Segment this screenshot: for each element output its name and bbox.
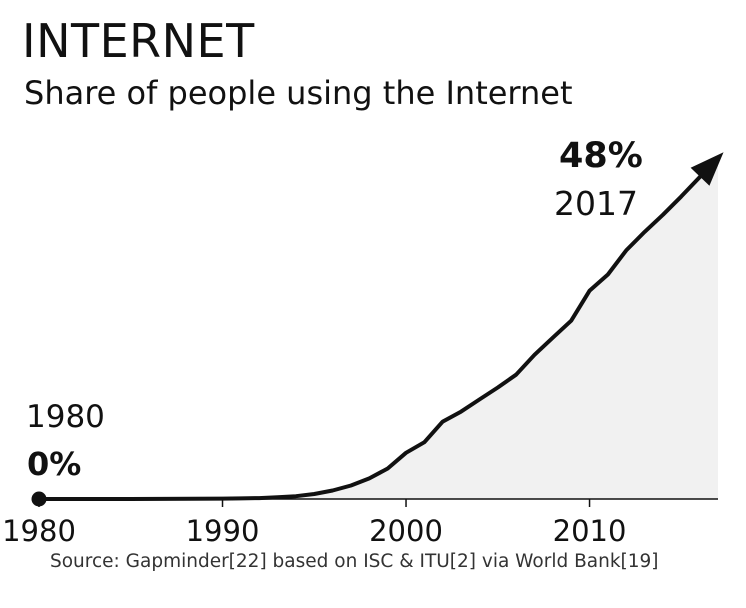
x-tick-label-1990: 1990 (186, 514, 260, 548)
start-year-label: 1980 (26, 399, 105, 435)
end-value-label: 48% (559, 136, 643, 176)
line-layer (31, 152, 724, 507)
x-tick-label-2010: 2010 (553, 514, 627, 548)
x-tick-label-1980: 1980 (2, 514, 76, 548)
source-note: Source: Gapminder[22] based on ISC & ITU… (50, 551, 659, 572)
area-layer (39, 158, 718, 499)
series-line (37, 156, 720, 501)
chart-title: INTERNET (22, 14, 255, 68)
end-arrowhead (690, 152, 724, 186)
axis-layer: 1980 1990 2000 2010 (2, 498, 718, 548)
start-point (31, 491, 47, 507)
area-fill (39, 158, 718, 499)
chart-subtitle: Share of people using the Internet (24, 74, 573, 112)
label-layer: 1980 0% 48% 2017 (26, 136, 643, 483)
start-value-label: 0% (27, 445, 81, 483)
x-tick-label-2000: 2000 (369, 514, 443, 548)
end-year-label: 2017 (554, 184, 638, 223)
